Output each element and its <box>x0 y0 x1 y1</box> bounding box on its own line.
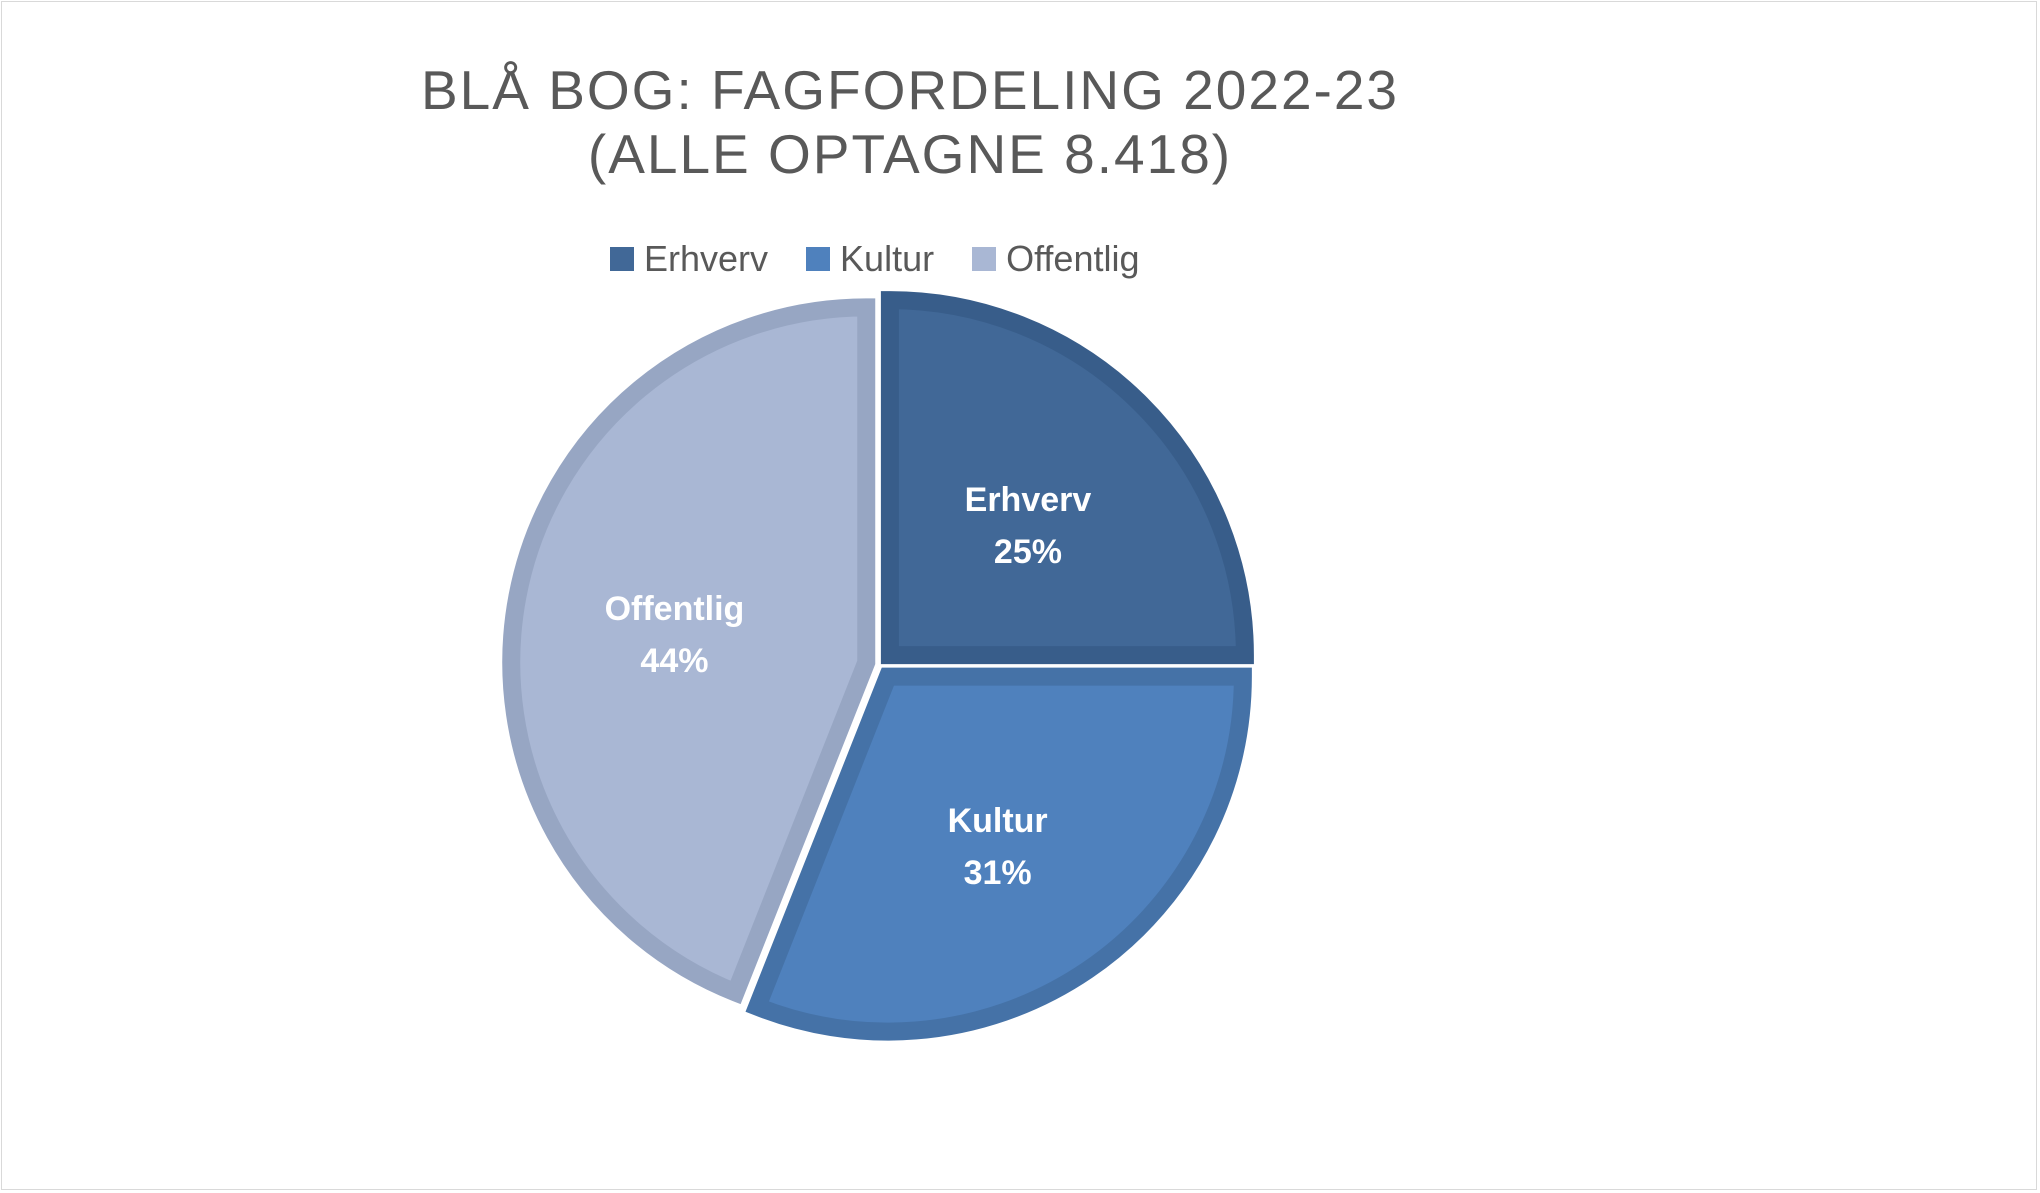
legend-swatch-kultur <box>806 247 831 271</box>
legend-label-erhverv: Erhverv <box>644 238 769 279</box>
legend-item-erhverv: Erhverv <box>610 238 768 280</box>
pie-slice-kultur <box>745 667 1252 1041</box>
legend-label-kultur: Kultur <box>840 238 935 279</box>
legend-swatch-offentlig <box>972 247 997 271</box>
slice-label-value-kultur: 31% <box>964 854 1032 892</box>
legend-label-offentlig: Offentlig <box>1006 238 1140 279</box>
chart-title-line-1: BLÅ BOG: FAGFORDELING 2022-23 <box>420 59 1400 121</box>
slice-label-value-erhverv: 25% <box>994 533 1062 571</box>
chart-title-line-2: (ALLE OPTAGNE 8.418) <box>587 123 1233 185</box>
legend-item-kultur: Kultur <box>806 238 934 280</box>
slice-label-name-kultur: Kultur <box>948 802 1048 840</box>
chart-title: BLÅ BOG: FAGFORDELING 2022-23 (ALLE OPTA… <box>360 58 1460 186</box>
legend-swatch-erhverv <box>610 247 634 271</box>
pie-slice-erhverv <box>880 291 1254 665</box>
slice-label-value-offentlig: 44% <box>640 642 708 680</box>
pie-slice-offentlig <box>502 298 876 1005</box>
legend: Erhverv Kultur Offentlig <box>610 238 1140 280</box>
legend-item-offentlig: Offentlig <box>972 238 1140 280</box>
slice-label-name-offentlig: Offentlig <box>605 590 745 628</box>
slice-label-name-erhverv: Erhverv <box>965 481 1092 519</box>
